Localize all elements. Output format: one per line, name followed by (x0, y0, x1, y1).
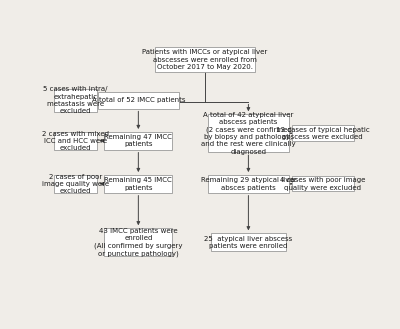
Text: A total of 42 atypical liver
abscess patients
(2 cases were confirmed
by biopsy : A total of 42 atypical liver abscess pat… (201, 112, 296, 155)
Text: 4 cases with poor image
quality were excluded: 4 cases with poor image quality were exc… (280, 177, 366, 190)
FancyBboxPatch shape (104, 175, 172, 193)
FancyBboxPatch shape (211, 233, 286, 251)
Text: 2 cases of poor
image quality were
excluded: 2 cases of poor image quality were exclu… (42, 174, 109, 194)
Text: 13 cases of typical hepatic
abscess were excluded: 13 cases of typical hepatic abscess were… (276, 127, 370, 140)
Text: 2 cases with mixed
ICC and HCC were
excluded: 2 cases with mixed ICC and HCC were excl… (42, 131, 109, 151)
Text: 25  atypical liver abscess
patients were enrolled: 25 atypical liver abscess patients were … (204, 236, 292, 249)
FancyBboxPatch shape (104, 132, 172, 150)
FancyBboxPatch shape (292, 176, 354, 191)
FancyBboxPatch shape (98, 92, 179, 109)
FancyBboxPatch shape (208, 114, 289, 152)
Text: Remaining 45 IMCC
patients: Remaining 45 IMCC patients (104, 177, 172, 190)
Text: Patients with IMCCs or atypical liver
abscesses were enrolled from
October 2017 : Patients with IMCCs or atypical liver ab… (142, 49, 268, 70)
Text: 5 cases with intra/
extrahepatic
metastasis were
excluded: 5 cases with intra/ extrahepatic metasta… (43, 87, 108, 114)
Text: Remaining 29 atypical liver
absces patients: Remaining 29 atypical liver absces patie… (201, 177, 296, 190)
Text: 43 IMCC patients were
enrolled
(All confirmed by surgery
or puncture pathology): 43 IMCC patients were enrolled (All conf… (94, 228, 182, 257)
FancyBboxPatch shape (155, 47, 254, 72)
FancyBboxPatch shape (292, 125, 354, 141)
Text: A total of 52 IMCC patients: A total of 52 IMCC patients (92, 97, 185, 103)
Text: Remaining 47 IMCC
patients: Remaining 47 IMCC patients (104, 134, 172, 147)
FancyBboxPatch shape (54, 132, 97, 150)
FancyBboxPatch shape (104, 228, 172, 256)
FancyBboxPatch shape (54, 175, 97, 193)
FancyBboxPatch shape (208, 175, 289, 193)
FancyBboxPatch shape (54, 89, 97, 112)
